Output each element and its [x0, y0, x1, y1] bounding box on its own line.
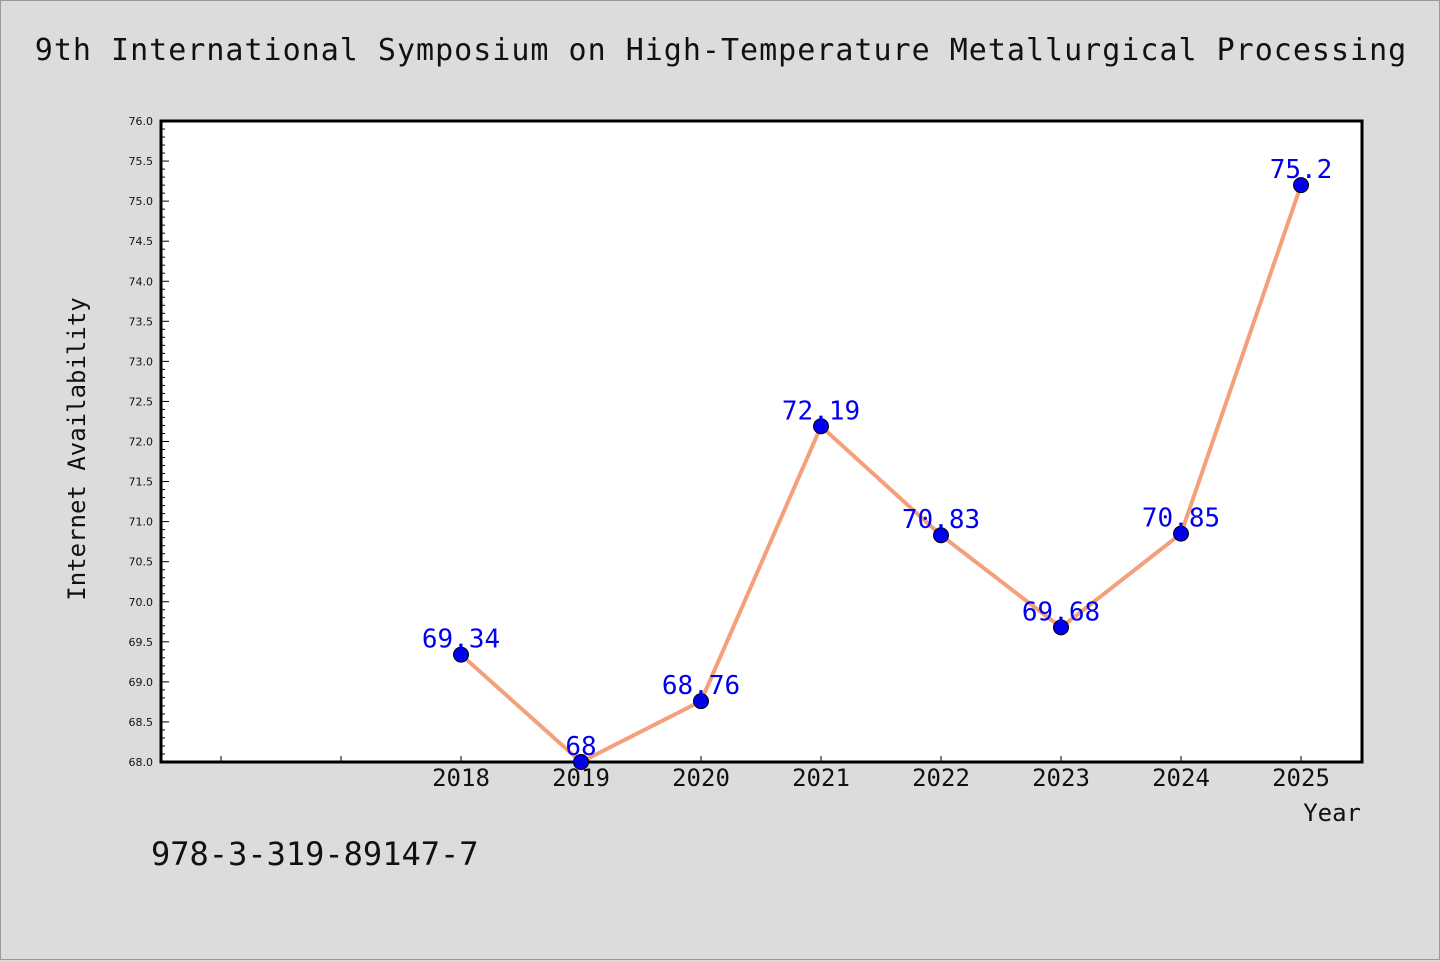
- y-tick-label: 70.0: [129, 596, 154, 609]
- data-label: 68: [565, 732, 596, 762]
- data-point: [1173, 525, 1189, 542]
- data-label: 68.76: [662, 671, 740, 701]
- data-point: [813, 418, 829, 435]
- y-tick-label: 69.5: [129, 636, 154, 649]
- y-tick-label: 71.0: [129, 516, 154, 529]
- y-axis-title: Internet Availability: [63, 297, 91, 600]
- y-tick-label: 69.0: [129, 676, 154, 689]
- data-label: 70.83: [902, 505, 980, 535]
- x-tick-label: 2023: [1032, 764, 1090, 792]
- y-tick-label: 68.0: [129, 756, 154, 769]
- x-tick-label: 2021: [792, 764, 850, 792]
- y-tick-label: 73.5: [129, 315, 154, 328]
- y-tick-label: 74.0: [129, 275, 154, 288]
- y-tick-label: 75.0: [129, 195, 154, 208]
- x-axis-title: Year: [1303, 799, 1361, 827]
- x-tick-label: 2022: [912, 764, 970, 792]
- data-label: 75.2: [1270, 155, 1333, 185]
- data-label: 72.19: [782, 396, 860, 426]
- data-label: 69.34: [422, 625, 500, 655]
- data-point: [1293, 177, 1309, 194]
- data-point: [933, 527, 949, 544]
- data-point: [1053, 619, 1069, 636]
- y-tick-label: 71.5: [129, 476, 154, 489]
- data-point: [693, 693, 709, 710]
- y-tick-label: 72.5: [129, 395, 154, 408]
- series-line: [459, 183, 1303, 764]
- x-axis: 2018 2019 2020 2021 2022 2023 2024 2025: [220, 756, 1330, 792]
- isbn-label: 978-3-319-89147-7: [151, 835, 479, 873]
- y-tick-label: 73.0: [129, 355, 154, 368]
- x-tick-label: 2018: [432, 764, 490, 792]
- data-label: 70.85: [1142, 504, 1220, 534]
- series-group: 69.34 68 68.76 72.19 70.83 69.68 70.85 75.2: [422, 155, 1333, 770]
- data-label: 69.68: [1022, 597, 1100, 627]
- y-tick-label: 76.0: [129, 115, 154, 128]
- x-tick-label: 2020: [672, 764, 730, 792]
- y-tick-label: 72.0: [129, 436, 154, 449]
- x-tick-label: 2025: [1272, 764, 1330, 792]
- y-tick-label: 70.5: [129, 556, 154, 569]
- y-axis: 68.0 68.5 69.0 69.5 70.0 70.5 71.0 71.5 72.0 72.5…: [129, 115, 169, 769]
- y-tick-label: 75.5: [129, 155, 154, 168]
- data-point: [453, 646, 469, 663]
- y-tick-label: 74.5: [129, 235, 154, 248]
- plot-area: [159, 119, 1364, 764]
- y-tick-label: 68.5: [129, 716, 154, 729]
- data-point: [573, 754, 589, 770]
- chart-title: 9th International Symposium on High-Temp…: [34, 33, 1408, 68]
- x-tick-label: 2024: [1152, 764, 1210, 792]
